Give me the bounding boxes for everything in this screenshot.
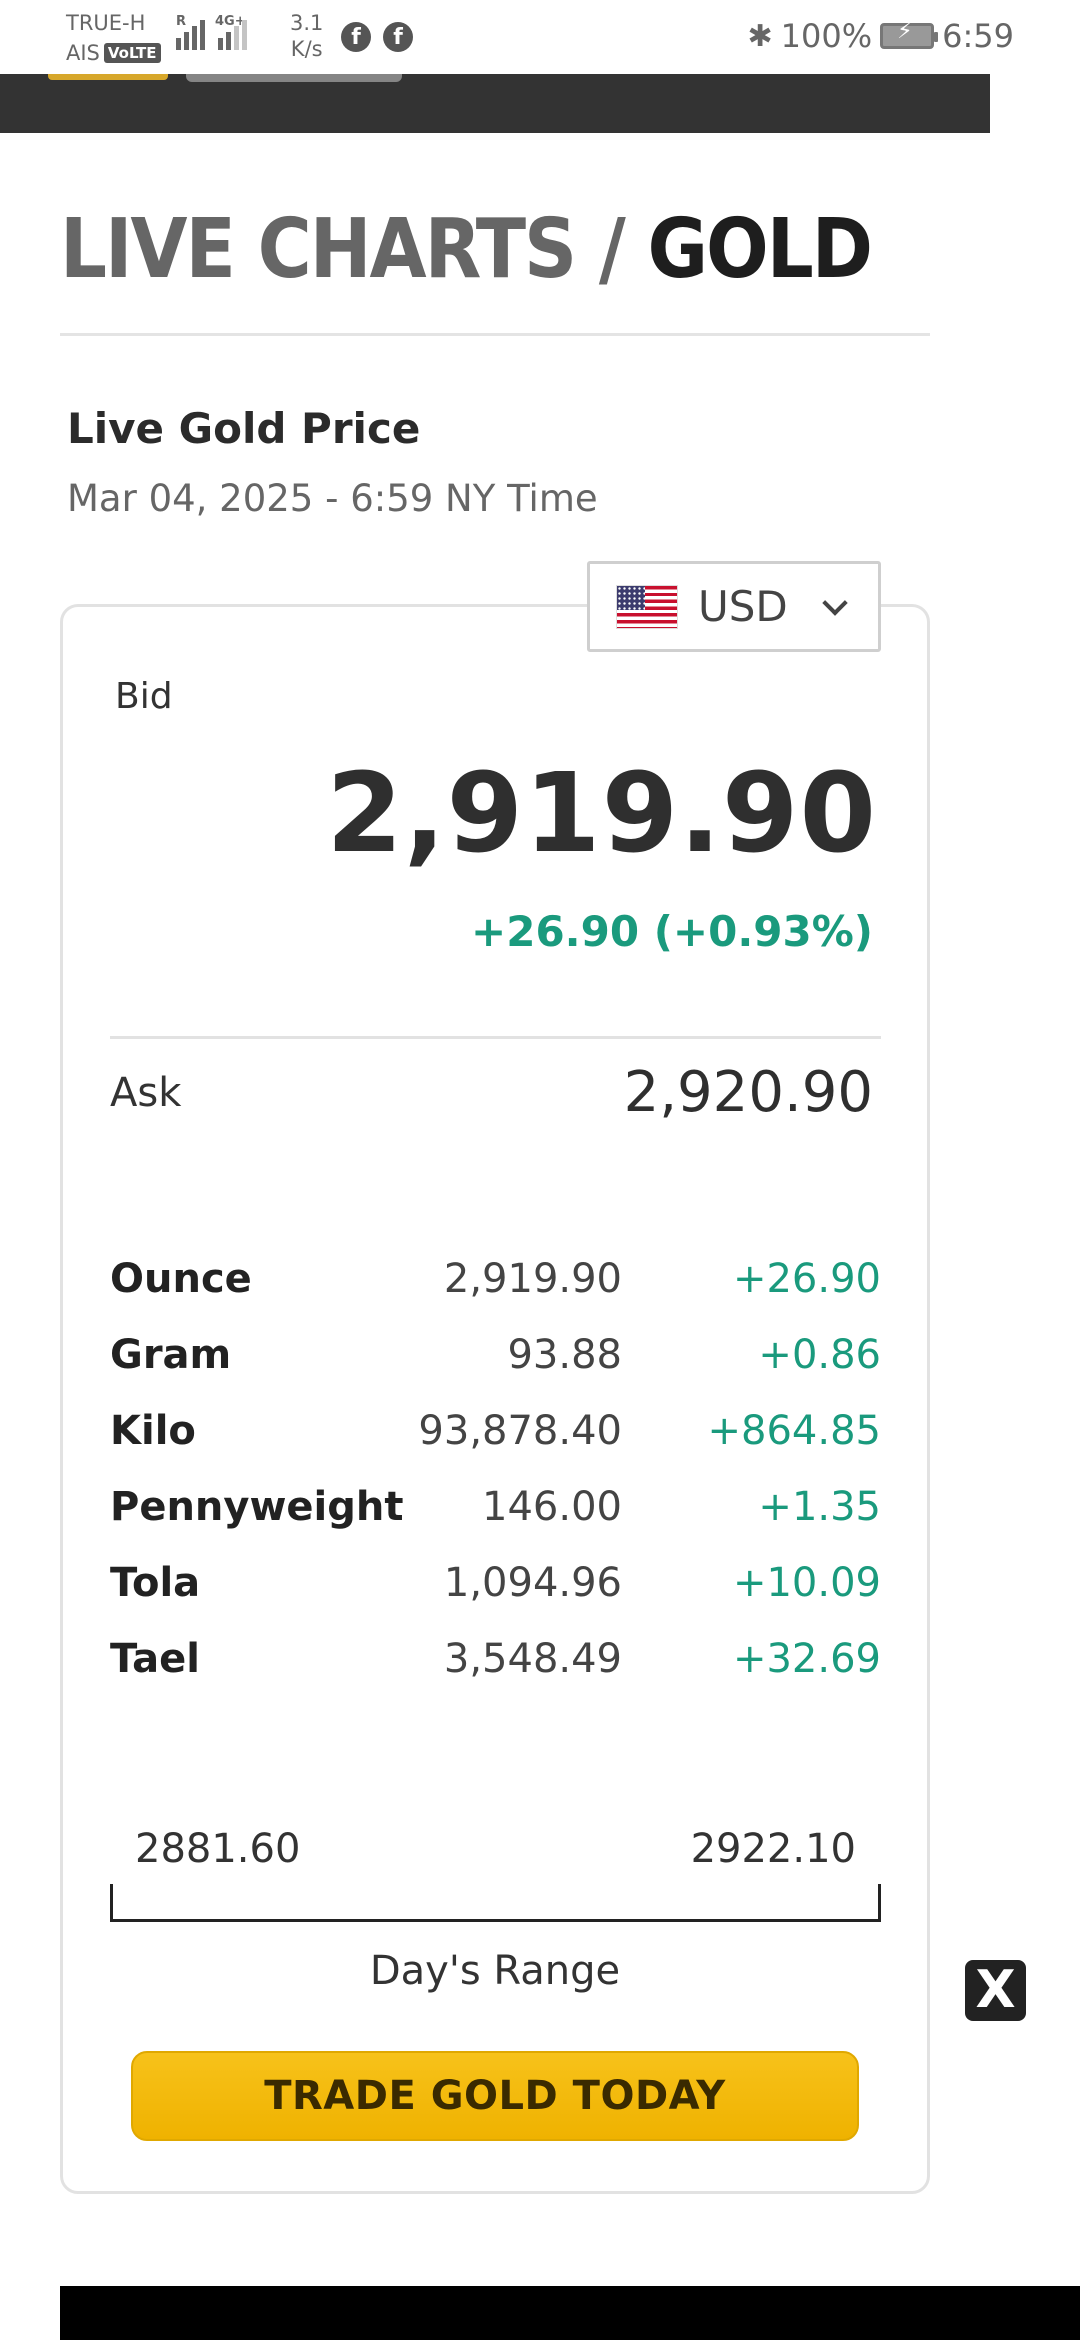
unit-price: 3,548.49 bbox=[443, 1636, 622, 1682]
network-speed: 3.1 K/s bbox=[290, 10, 323, 62]
carrier-info: TRUE-H AIS VoLTE bbox=[66, 8, 161, 68]
network-type-tag: 4G+ bbox=[215, 14, 246, 29]
ask-price: 2,920.90 bbox=[623, 1060, 873, 1125]
unit-change: +1.35 bbox=[758, 1484, 881, 1530]
unit-price: 93,878.40 bbox=[418, 1408, 622, 1454]
price-heading: Live Gold Price bbox=[67, 404, 421, 453]
unit-price: 2,919.90 bbox=[443, 1256, 622, 1302]
trade-gold-button[interactable]: TRADE GOLD TODAY bbox=[131, 2051, 859, 2141]
currency-dropdown[interactable]: USD bbox=[587, 561, 881, 652]
range-low-value: 2881.60 bbox=[135, 1826, 301, 1872]
breadcrumb-current: GOLD bbox=[647, 202, 873, 297]
unit-name: Gram bbox=[110, 1332, 232, 1378]
us-flag-icon bbox=[616, 584, 678, 629]
volte-badge: VoLTE bbox=[103, 43, 161, 63]
clock: 6:59 bbox=[942, 17, 1014, 55]
unit-change: +0.86 bbox=[758, 1332, 881, 1378]
day-range-caption: Day's Range bbox=[369, 1948, 621, 1994]
breadcrumb-separator: / bbox=[598, 202, 626, 297]
unit-change: +10.09 bbox=[732, 1560, 881, 1606]
range-high-value: 2922.10 bbox=[690, 1826, 856, 1872]
signal-icon bbox=[176, 18, 205, 50]
battery-percent: 100% bbox=[780, 17, 873, 55]
currency-selected-value: USD bbox=[698, 582, 788, 631]
table-row: Gram 93.88 +0.86 bbox=[110, 1332, 881, 1408]
table-row: Tola 1,094.96 +10.09 bbox=[110, 1560, 881, 1636]
unit-price: 1,094.96 bbox=[443, 1560, 622, 1606]
signal-icon-secondary bbox=[218, 18, 247, 50]
network-speed-value: 3.1 bbox=[290, 11, 324, 35]
table-row: Ounce 2,919.90 +26.90 bbox=[110, 1256, 881, 1332]
roaming-tag: R bbox=[176, 14, 187, 29]
ad-close-button[interactable]: X bbox=[965, 1960, 1026, 2021]
unit-name: Tael bbox=[110, 1636, 200, 1682]
status-bar: TRUE-H AIS VoLTE R 4G+ 3.1 K/s f f ✱ 100… bbox=[0, 0, 1080, 74]
bid-price: 2,919.90 bbox=[326, 749, 877, 877]
price-timestamp: Mar 04, 2025 - 6:59 NY Time bbox=[67, 477, 598, 520]
facebook-icon: f bbox=[383, 22, 413, 52]
unit-price: 93.88 bbox=[507, 1332, 622, 1378]
table-row: Kilo 93,878.40 +864.85 bbox=[110, 1408, 881, 1484]
ask-label: Ask bbox=[110, 1070, 182, 1116]
unit-change: +864.85 bbox=[707, 1408, 881, 1454]
bid-change: +26.90 (+0.93%) bbox=[471, 907, 873, 956]
table-row: Tael 3,548.49 +32.69 bbox=[110, 1636, 881, 1712]
unit-name: Ounce bbox=[110, 1256, 252, 1302]
title-divider bbox=[60, 333, 930, 336]
status-right: ✱ 100% ⚡ 6:59 bbox=[748, 16, 1014, 56]
breadcrumb-parent-link[interactable]: LIVE CHARTS bbox=[60, 202, 577, 297]
unit-name: Pennyweight bbox=[110, 1484, 404, 1530]
unit-change: +26.90 bbox=[732, 1256, 881, 1302]
table-row: Pennyweight 146.00 +1.35 bbox=[110, 1484, 881, 1560]
footer-banner bbox=[60, 2286, 1080, 2340]
chevron-down-icon bbox=[822, 590, 848, 616]
facebook-icon: f bbox=[341, 22, 371, 52]
price-card bbox=[60, 604, 930, 2194]
unit-price: 146.00 bbox=[482, 1484, 622, 1530]
bid-label: Bid bbox=[115, 676, 173, 717]
unit-name: Kilo bbox=[110, 1408, 196, 1454]
battery-icon: ⚡ bbox=[880, 19, 939, 49]
network-speed-unit: K/s bbox=[290, 37, 323, 61]
carrier-secondary: AIS bbox=[66, 41, 100, 65]
unit-name: Tola bbox=[110, 1560, 201, 1606]
carrier-primary: TRUE-H bbox=[66, 11, 146, 35]
bluetooth-icon: ✱ bbox=[747, 18, 773, 54]
card-divider bbox=[110, 1036, 881, 1039]
page-title: LIVE CHARTS / GOLD bbox=[60, 200, 873, 300]
day-range-bar bbox=[110, 1884, 881, 1922]
unit-price-table: Ounce 2,919.90 +26.90 Gram 93.88 +0.86 K… bbox=[110, 1256, 881, 1712]
unit-change: +32.69 bbox=[732, 1636, 881, 1682]
